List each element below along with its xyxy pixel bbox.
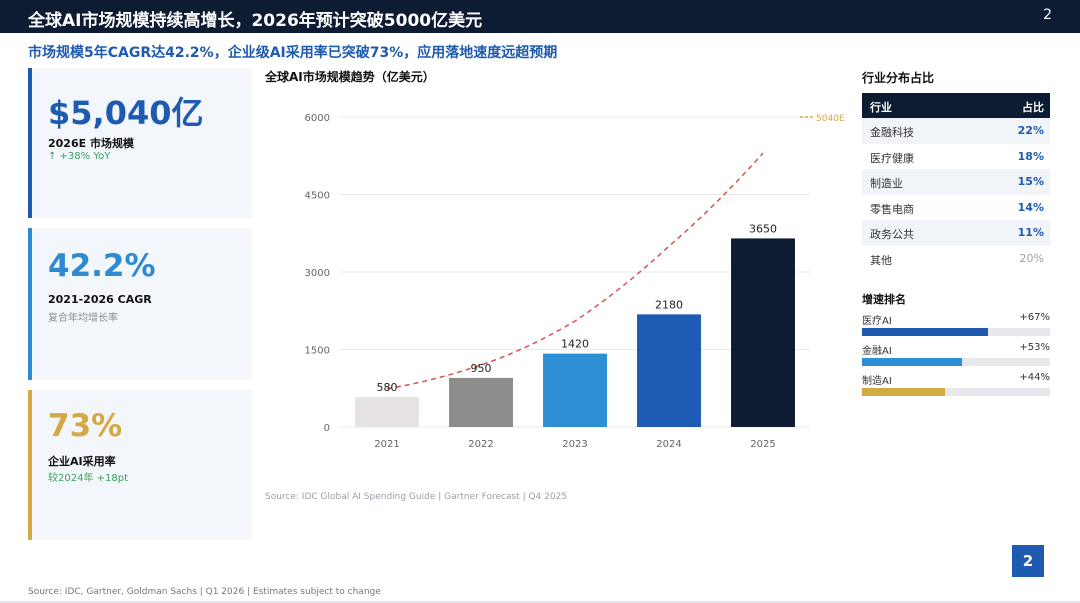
x-tick-label: 2023: [562, 439, 587, 450]
kpi-value: 42.2%: [48, 248, 156, 284]
bar-2022: [449, 377, 513, 427]
kpi-sub: 复合年均增长率: [48, 313, 118, 324]
kpi-label: 2026E 市场规模: [48, 137, 134, 150]
industry-name: 政务公共: [870, 228, 914, 241]
growth-label: 制造AI: [862, 376, 892, 387]
data-label: 3650: [749, 222, 777, 235]
y-tick-label: 1500: [305, 346, 330, 357]
x-tick-label: 2022: [468, 439, 493, 450]
growth-item: 金融AI +53%: [862, 342, 1050, 372]
data-label: 580: [377, 381, 398, 394]
industry-pct: 11%: [1017, 226, 1044, 239]
bar-2021: [355, 397, 419, 427]
data-label: 1420: [561, 338, 589, 351]
footer-source: Source: IDC, Gartner, Goldman Sachs | Q1…: [28, 587, 381, 597]
bar-2025: [731, 238, 795, 427]
kpi-accent-bar: [28, 228, 32, 380]
growth-label: 医疗AI: [862, 316, 892, 327]
header-share: 占比: [1022, 101, 1044, 114]
x-tick-label: 2021: [374, 439, 399, 450]
kpi-sub: ↑ +38% YoY: [48, 151, 111, 162]
market-size-chart: 0 1500 3000 4500 6000 2021 2022 2023 2024 2025 504…: [305, 113, 845, 450]
kpi-sub: 较2024年 +18pt: [48, 473, 128, 484]
table-row: 其他 20%: [862, 246, 1050, 272]
table-row: 制造业 15%: [862, 169, 1050, 195]
kpi-accent-bar: [28, 390, 32, 540]
table-row: 零售电商 14%: [862, 195, 1050, 221]
kpi-card-market-size: $5,040亿 2026E 市场规模 ↑ +38% YoY: [28, 68, 252, 218]
bar-2024: [637, 314, 701, 427]
kpi-card-cagr: 42.2% 2021-2026 CAGR 复合年均增长率: [28, 228, 252, 380]
industry-pct: 18%: [1017, 149, 1044, 163]
kpi-label: 2021-2026 CAGR: [48, 293, 152, 306]
table-row: 医疗健康 18%: [862, 144, 1050, 170]
kpi-card-adoption: 73% 企业AI采用率 较2024年 +18pt: [28, 390, 252, 540]
kpi-value: 73%: [48, 408, 123, 444]
target-label: 5040E: [816, 114, 845, 124]
growth-value: +44%: [1019, 372, 1050, 383]
kpi-label: 企业AI采用率: [48, 455, 116, 468]
industry-name: 制造业: [870, 177, 903, 190]
growth-fill: [862, 388, 945, 396]
header-page-number: 2: [1043, 7, 1052, 23]
growth-track: [862, 358, 1050, 366]
x-tick-label: 2024: [656, 439, 681, 450]
kpi-accent-bar: [28, 68, 32, 218]
trend-line: [386, 152, 764, 390]
industry-name: 其他: [870, 253, 892, 267]
industry-pct: 22%: [1017, 124, 1044, 137]
subtitle: 市场规模5年CAGR达42.2%，企业级AI采用率已突破73%，应用落地速度远超…: [28, 45, 558, 61]
industry-pct: 15%: [1017, 175, 1044, 188]
growth-track: [862, 328, 1050, 336]
y-tick-label: 3000: [305, 268, 330, 279]
x-tick-label: 2025: [750, 439, 775, 450]
industry-pct: 20%: [1019, 251, 1044, 265]
footer-divider: [0, 601, 1080, 603]
y-tick-label: 6000: [305, 113, 330, 124]
header-bar: 全球AI市场规模持续高增长，2026年预计突破5000亿美元 2: [0, 0, 1080, 33]
industry-name: 医疗健康: [870, 151, 914, 165]
growth-value: +67%: [1019, 312, 1050, 323]
industry-name: 金融科技: [870, 126, 914, 139]
data-label: 2180: [655, 298, 683, 311]
growth-value: +53%: [1019, 342, 1050, 353]
growth-title: 增速排名: [862, 293, 906, 306]
chart-source: Source: IDC Global AI Spending Guide | G…: [265, 492, 568, 502]
chart-title: 全球AI市场规模趋势（亿美元）: [265, 70, 435, 84]
table-row: 政务公共 11%: [862, 220, 1050, 246]
page-number-badge[interactable]: 2: [1012, 545, 1044, 577]
industry-table-header: 行业 占比: [862, 93, 1050, 118]
page-title: 全球AI市场规模持续高增长，2026年预计突破5000亿美元: [28, 11, 483, 31]
table-row: 金融科技 22%: [862, 118, 1050, 144]
growth-fill: [862, 358, 962, 366]
y-tick-label: 0: [324, 423, 330, 434]
bar-2023: [543, 353, 607, 427]
growth-label: 金融AI: [862, 346, 892, 357]
growth-fill: [862, 328, 988, 336]
growth-item: 医疗AI +67%: [862, 312, 1050, 342]
industry-pct: 14%: [1017, 200, 1044, 214]
industry-table: 行业 占比 金融科技 22% 医疗健康 18% 制造业 15% 零售电商 14%…: [862, 93, 1050, 271]
y-tick-label: 4500: [305, 191, 330, 202]
header-industry: 行业: [870, 101, 892, 114]
growth-track: [862, 388, 1050, 396]
industry-title: 行业分布占比: [862, 71, 935, 85]
growth-item: 制造AI +44%: [862, 372, 1050, 402]
industry-name: 零售电商: [870, 202, 914, 216]
data-label: 950: [471, 362, 492, 375]
kpi-value: $5,040亿: [48, 94, 204, 132]
